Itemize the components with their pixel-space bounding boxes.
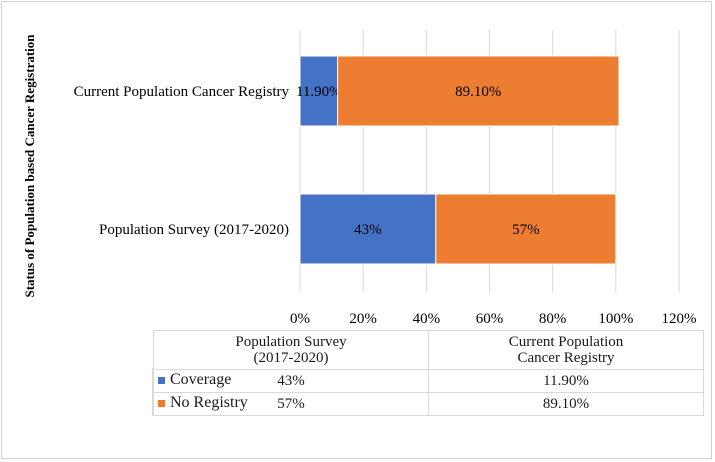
table-header-registry: Current Population Cancer Registry (428, 330, 704, 370)
data-label: 57% (512, 222, 540, 238)
category-label: Current Population Cancer Registry (74, 84, 290, 100)
legend-label-coverage: Coverage (170, 371, 232, 388)
x-tick-label: 40% (413, 311, 441, 327)
table-row: 43% 11.90% (152, 369, 704, 393)
table-header-registry-text: Current Population Cancer Registry (508, 334, 624, 366)
x-tick-labels: 0% 20% 40% 60% 80% 100% 120% (290, 311, 697, 327)
x-tick-label: 20% (349, 311, 377, 327)
x-tick-label: 0% (290, 311, 310, 327)
x-tick-label: 60% (476, 311, 504, 327)
legend-box (152, 368, 153, 414)
bars: 11.90% 89.10% 43% 57% (296, 55, 620, 265)
data-label: 43% (354, 222, 382, 238)
table-cell: 11.90% (428, 369, 704, 393)
table-cell: 89.10% (428, 392, 704, 416)
bar-no-registry (337, 55, 620, 127)
data-label: 11.90% (296, 84, 342, 100)
table-row: 57% 89.10% (152, 392, 704, 416)
legend-swatch-coverage (158, 376, 165, 384)
table-header-survey: Population Survey (2017-2020) (153, 330, 429, 370)
data-label: 89.10% (455, 84, 501, 100)
table-cell: 57% (153, 392, 429, 416)
x-tick-label: 120% (662, 311, 697, 327)
y-axis-title: Status of Population based Cancer Regist… (22, 34, 37, 298)
legend-coverage: Coverage (158, 369, 231, 391)
legend-label-no-registry: No Registry (170, 394, 248, 411)
x-tick-label: 100% (598, 311, 633, 327)
bar-coverage (299, 193, 437, 265)
table-header-survey-text: Population Survey (2017-2020) (235, 334, 347, 366)
legend-no-registry: No Registry (158, 392, 248, 414)
category-labels: Current Population Cancer Registry Popula… (74, 84, 290, 238)
category-label: Population Survey (2017-2020) (99, 222, 289, 238)
legend-swatch-no-registry (158, 399, 165, 407)
data-table: Population Survey (2017-2020) Current Po… (152, 330, 704, 416)
table-cell: 43% (153, 369, 429, 393)
x-tick-label: 80% (539, 311, 567, 327)
bar-no-registry (435, 193, 617, 265)
